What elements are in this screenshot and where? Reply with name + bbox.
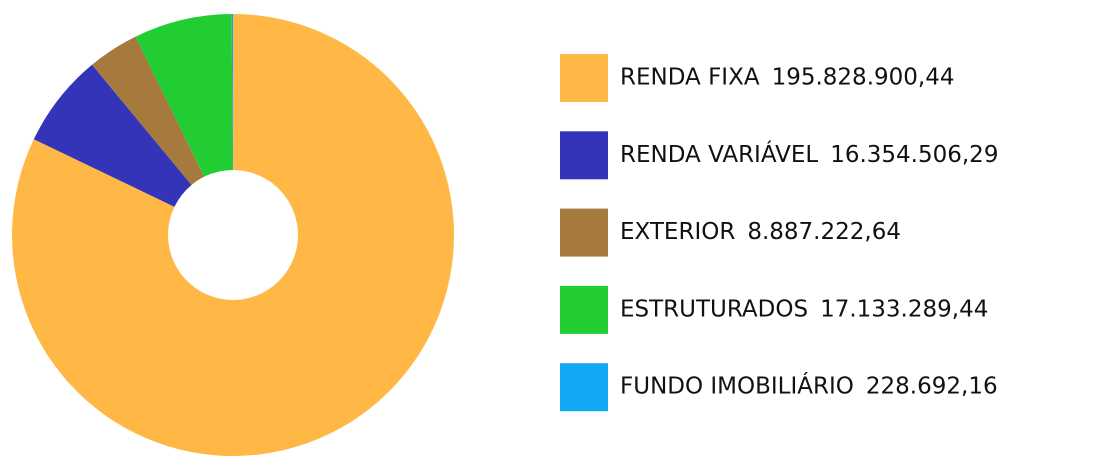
- slice: [11, 14, 455, 456]
- value-label: 8.887.222,64: [747, 219, 901, 245]
- value-label: 16.354.506,29: [830, 142, 998, 168]
- legend-swatch: [560, 208, 608, 257]
- legend-label: FUNDO IMOBILIÁRIO: [620, 372, 854, 400]
- legend-label: ESTRUTURADOS: [620, 296, 808, 322]
- legend-swatch: [560, 363, 608, 412]
- value-label: 195.828.900,44: [772, 65, 955, 91]
- legend-label: EXTERIOR: [620, 219, 735, 245]
- slice: [231, 14, 233, 171]
- legend-label: RENDA VARIÁVEL: [620, 140, 818, 168]
- legend-swatch: [560, 54, 608, 102]
- slice: [33, 64, 192, 207]
- slice: [92, 36, 205, 185]
- legend-label: RENDA FIXA: [620, 65, 760, 91]
- legend-swatch: [560, 131, 608, 180]
- legend-swatch: [560, 285, 608, 334]
- value-label: 17.133.289,44: [820, 296, 988, 322]
- value-label: 228.692,16: [866, 374, 998, 400]
- slice: [135, 14, 233, 177]
